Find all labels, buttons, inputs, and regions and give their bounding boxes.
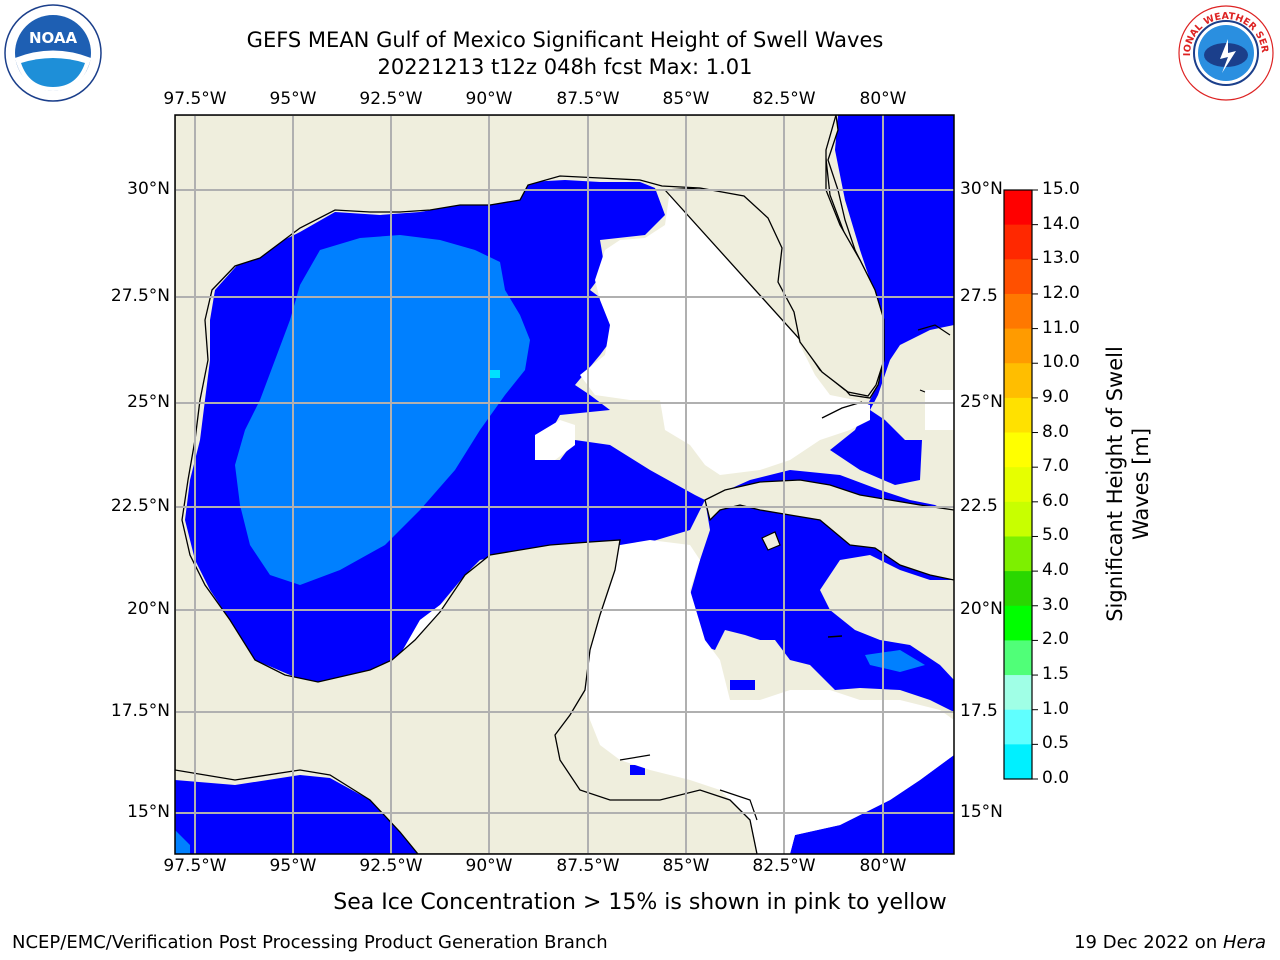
colorbar-segment	[1004, 571, 1032, 607]
footer-credit: NCEP/EMC/Verification Post Processing Pr…	[12, 932, 608, 953]
lon-tick-top: 82.5°W	[752, 89, 816, 109]
swell-patch	[730, 680, 755, 690]
lon-tick-bottom: 85°W	[662, 856, 710, 876]
island	[827, 635, 843, 638]
colorbar-tick-label: 1.5	[1042, 664, 1070, 685]
colorbar-segment	[1004, 363, 1032, 399]
lat-tick-left: 30°N	[127, 179, 170, 199]
lat-tick-left: 17.5°N	[110, 701, 170, 721]
lon-tick-bottom: 97.5°W	[163, 856, 227, 876]
colorbar-tick-label: 4.0	[1042, 560, 1070, 581]
lon-tick-top: 80°W	[859, 89, 907, 109]
colorbar-tick-label: 11.0	[1042, 317, 1080, 338]
footer-host: Hera	[1222, 932, 1266, 953]
pacific-swell-mid	[175, 830, 190, 854]
colorbar-tick-label: 0.0	[1042, 768, 1070, 788]
colorbar-tick-label: 14.0	[1042, 213, 1080, 234]
colorbar-segment	[1004, 501, 1032, 537]
footer-date: 19 Dec 2022 on Hera	[1074, 932, 1266, 953]
lon-tick-top: 90°W	[465, 89, 513, 109]
colorbar-segment	[1004, 328, 1032, 364]
lat-tick-left: 15°N	[127, 802, 170, 822]
swell-patch	[790, 550, 805, 580]
footer-date-text: 19 Dec 2022 on	[1074, 932, 1223, 953]
map-frame	[174, 114, 955, 855]
chart-title-line2: 20221213 t12z 048h fcst Max: 1.01	[377, 55, 753, 79]
lon-tick-top: 85°W	[662, 89, 710, 109]
graticule	[175, 115, 954, 854]
lon-tick-top: 92.5°W	[359, 89, 423, 109]
caribbean-swell-south	[790, 755, 954, 854]
colorbar-tick-label: 1.0	[1042, 698, 1070, 719]
svg-text:NOAA: NOAA	[29, 29, 78, 47]
ocean-no-data-patch	[535, 420, 575, 460]
lat-tick-right: 25°N	[960, 392, 1003, 412]
colorbar-segment	[1004, 605, 1032, 641]
lon-tick-top: 95°W	[269, 89, 317, 109]
lon-tick-top: 87.5°W	[556, 89, 620, 109]
chart-title-line1: GEFS MEAN Gulf of Mexico Significant Hei…	[246, 28, 884, 52]
lon-tick-bottom: 92.5°W	[359, 856, 423, 876]
nws-logo: NATIONAL WEATHER SERVICE	[1172, 0, 1276, 103]
colorbar-segment	[1004, 709, 1032, 745]
lon-tick-bottom: 87.5°W	[556, 856, 620, 876]
lat-tick-right: 17.5	[960, 701, 998, 721]
colorbar-label-line2: Waves [m]	[1129, 427, 1153, 541]
colorbar-tick-label: 13.0	[1042, 248, 1080, 269]
colorbar-frame	[1003, 189, 1033, 780]
lon-tick-bottom: 95°W	[269, 856, 317, 876]
colorbar-segment	[1004, 397, 1032, 434]
colorbar-tick-label: 3.0	[1042, 594, 1070, 615]
ocean-no-data-caribbean	[585, 540, 954, 854]
pacific-swell	[175, 775, 418, 854]
colorbar-segment	[1004, 259, 1032, 295]
colorbar-segment	[1004, 293, 1032, 330]
colorbar-segment	[1004, 675, 1032, 711]
sea-ice-note: Sea Ice Concentration > 15% is shown in …	[333, 890, 947, 915]
colorbar-segment	[1004, 536, 1032, 572]
caribbean-swell-mid	[865, 650, 925, 672]
colorbar-tick-label: 8.0	[1042, 421, 1070, 442]
colorbar-segment	[1004, 432, 1032, 468]
lat-tick-right: 27.5	[960, 286, 998, 306]
colorbar-segment	[1004, 744, 1032, 780]
colorbar-tick-label: 10.0	[1042, 352, 1080, 373]
lon-tick-bottom: 90°W	[465, 856, 513, 876]
colorbar-segment	[1004, 190, 1032, 226]
colorbar-tick-label: 7.0	[1042, 456, 1070, 477]
lat-tick-right: 22.5	[960, 496, 998, 516]
lat-tick-right: 20°N	[960, 599, 1003, 619]
colorbar-tick-label: 15.0	[1042, 179, 1080, 199]
lon-tick-bottom: 80°W	[859, 856, 907, 876]
lat-tick-left: 20°N	[127, 599, 170, 619]
bahamas	[917, 324, 951, 336]
colorbar-tick-label: 0.5	[1042, 733, 1070, 754]
colorbar-segment	[1004, 640, 1032, 676]
lat-tick-left: 25°N	[127, 392, 170, 412]
lon-tick-top: 97.5°W	[163, 89, 227, 109]
colorbar-tick-label: 2.0	[1042, 629, 1070, 650]
lat-tick-right: 15°N	[960, 802, 1003, 822]
lon-tick-bottom: 82.5°W	[752, 856, 816, 876]
swell-patch	[630, 765, 645, 775]
colorbar-tick-label: 6.0	[1042, 490, 1070, 511]
colorbar-tick-label: 12.0	[1042, 282, 1080, 303]
lat-tick-left: 22.5°N	[110, 496, 170, 516]
swell-max-cell	[488, 370, 500, 378]
colorbar-segment	[1004, 224, 1032, 260]
lat-tick-right: 30°N	[960, 179, 1003, 199]
island	[761, 531, 781, 551]
atlantic-swell-east	[830, 115, 954, 485]
gulf-swell-mid	[235, 235, 530, 585]
colorbar-tick-label: 5.0	[1042, 525, 1070, 546]
colorbar-label-line1: Significant Height of Swell	[1103, 346, 1127, 622]
lat-tick-left: 27.5°N	[110, 286, 170, 306]
colorbar-tick-label: 9.0	[1042, 386, 1070, 407]
colorbar-segment	[1004, 467, 1032, 503]
colorbar	[1003, 189, 1038, 780]
noaa-logo: NOAA	[3, 3, 103, 103]
